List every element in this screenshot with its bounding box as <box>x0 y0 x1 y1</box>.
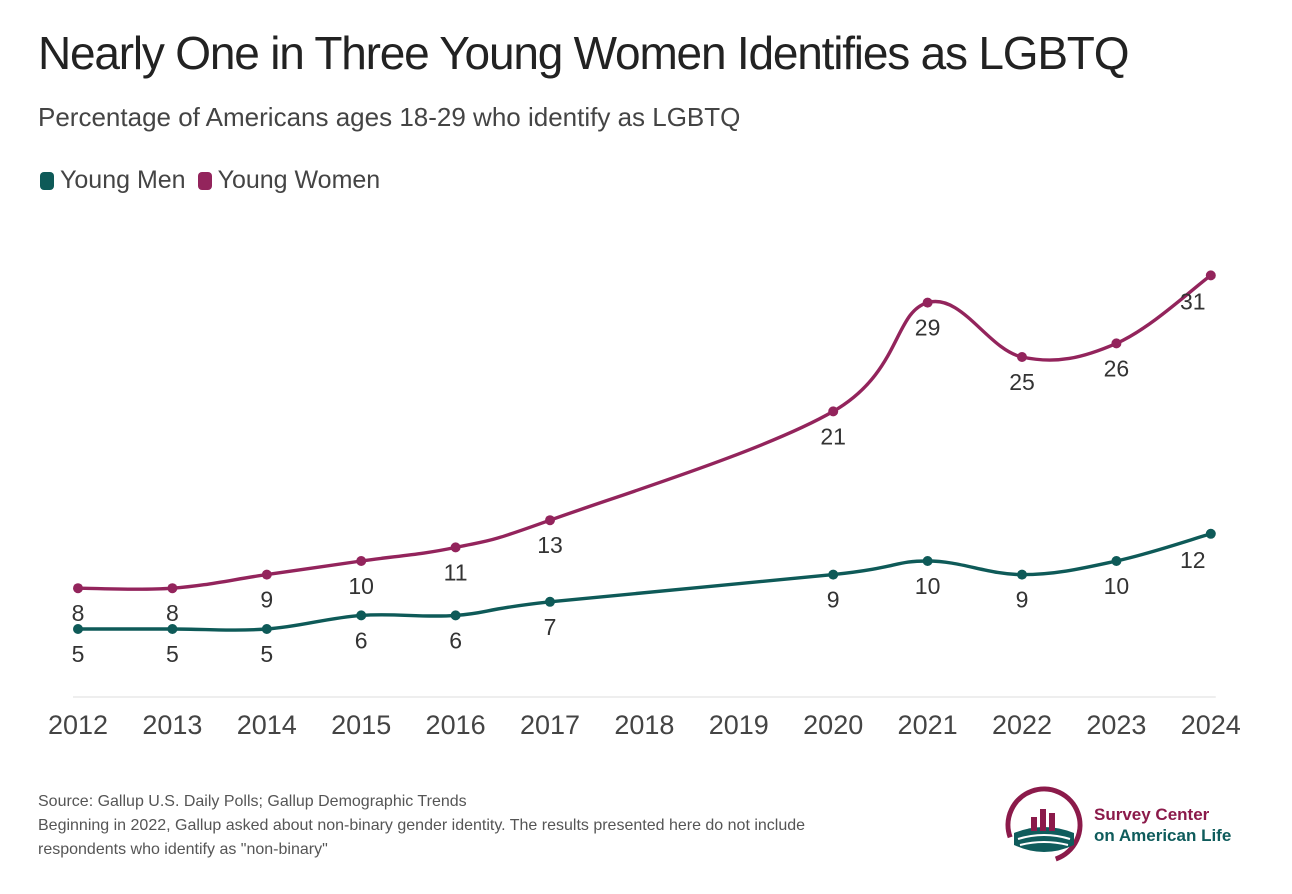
data-point <box>261 624 272 634</box>
data-point <box>1017 352 1027 362</box>
legend-item-men: Young Men <box>40 166 186 195</box>
data-point <box>922 297 933 308</box>
data-label: 9 <box>1016 587 1029 613</box>
logo-line-2: on American Life <box>1094 826 1232 845</box>
legend-label-women: Young Women <box>217 166 381 194</box>
x-tick-label: 2018 <box>614 710 674 740</box>
series-line-young-men <box>76 532 1213 632</box>
data-point <box>73 624 83 634</box>
x-tick-label: 2015 <box>331 710 391 740</box>
logo-line-1: Survey Center <box>1094 805 1210 824</box>
data-label: 10 <box>348 573 374 599</box>
x-tick-label: 2016 <box>426 710 486 740</box>
data-point <box>828 569 839 580</box>
data-label: 13 <box>537 532 563 558</box>
legend-swatch-women <box>197 171 212 190</box>
bar-chart-globe-logo-icon <box>1005 786 1083 864</box>
chart-subtitle: Percentage of Americans ages 18-29 who i… <box>38 102 741 132</box>
data-point <box>545 515 555 526</box>
data-point <box>450 542 461 553</box>
data-label: 5 <box>260 641 273 667</box>
footer-source: Source: Gallup U.S. Daily Polls; Gallup … <box>38 793 467 810</box>
survey-center-logo: Survey Center on American Life <box>1004 780 1264 870</box>
data-point <box>1111 556 1122 566</box>
data-label: 9 <box>827 587 840 613</box>
x-tick-label: 2021 <box>898 710 958 740</box>
x-tick-label: 2012 <box>48 710 108 740</box>
data-point <box>356 610 367 621</box>
data-point <box>450 610 461 621</box>
data-point <box>73 583 83 594</box>
logo-text: Survey Center on American Life <box>1094 804 1231 846</box>
legend: Young Men Young Women <box>40 166 392 195</box>
data-point <box>1111 338 1122 349</box>
data-point <box>1017 569 1027 580</box>
data-point <box>261 569 272 580</box>
data-label: 21 <box>820 423 846 449</box>
data-point <box>1205 528 1216 539</box>
data-label: 26 <box>1104 355 1130 381</box>
data-point <box>167 624 178 634</box>
data-label: 6 <box>355 627 368 653</box>
data-label: 10 <box>915 573 941 599</box>
x-tick-label: 2014 <box>237 710 297 740</box>
legend-item-women: Young Women <box>197 166 381 195</box>
data-label: 29 <box>915 315 941 341</box>
x-tick-label: 2020 <box>803 710 863 740</box>
chart-title: Nearly One in Three Young Women Identifi… <box>38 27 1129 79</box>
footer: Source: Gallup U.S. Daily Polls; Gallup … <box>38 790 968 862</box>
legend-swatch-men <box>40 171 54 190</box>
data-label: 11 <box>444 559 468 585</box>
data-label: 10 <box>1104 573 1130 599</box>
legend-label-men: Young Men <box>60 166 186 194</box>
data-label: 5 <box>72 641 85 667</box>
data-point <box>828 406 839 417</box>
series-line-young-women <box>76 273 1213 591</box>
data-label: 25 <box>1009 369 1035 395</box>
footer-note-2: respondents who identify as "non-binary" <box>38 841 328 858</box>
x-tick-label: 2024 <box>1181 710 1241 740</box>
x-tick-label: 2019 <box>709 710 769 740</box>
data-point <box>356 556 367 566</box>
data-point <box>545 596 555 607</box>
data-label: 8 <box>72 600 85 626</box>
x-tick-label: 2023 <box>1086 710 1146 740</box>
data-label: 5 <box>166 641 179 667</box>
footer-note-1: Beginning in 2022, Gallup asked about no… <box>38 817 806 834</box>
x-tick-label: 2017 <box>520 710 580 740</box>
data-label: 9 <box>260 587 273 613</box>
data-point <box>1205 270 1216 281</box>
x-tick-label: 2013 <box>142 710 202 740</box>
data-label: 7 <box>544 614 557 640</box>
x-tick-label: 2022 <box>992 710 1052 740</box>
data-label: 31 <box>1180 288 1206 314</box>
data-label: 12 <box>1180 547 1206 573</box>
data-label: 8 <box>166 600 179 626</box>
data-point <box>167 583 178 594</box>
data-point <box>922 556 933 566</box>
data-label: 6 <box>449 627 462 653</box>
